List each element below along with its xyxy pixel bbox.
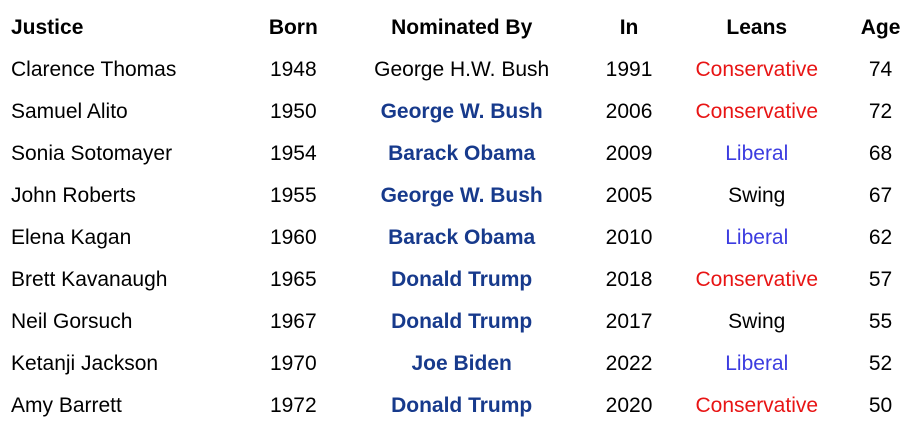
justice-cell: Elena Kagan (11, 226, 132, 249)
in-cell: 2020 (605, 394, 653, 417)
table-row: Brett Kavanaugh 1965 Donald Trump 2018 Conse… (0, 259, 920, 301)
leans-cell: Liberal (725, 226, 789, 249)
header-age: Age (860, 16, 901, 39)
born-cell: 1972 (269, 394, 317, 417)
justice-cell: Neil Gorsuch (11, 310, 133, 333)
nominated-by-cell: George W. Bush (380, 100, 543, 123)
leans-cell: Liberal (725, 142, 789, 165)
table-row: Amy Barrett 1972 Donald Trump 2020 Conservat… (0, 385, 920, 427)
header-leans: Leans (726, 16, 788, 39)
born-cell: 1965 (269, 268, 317, 291)
in-cell: 2022 (605, 352, 653, 375)
header-justice: Justice (11, 16, 84, 39)
nominated-by-cell: Barack Obama (388, 142, 536, 165)
table-row: Ketanji Jackson 1970 Joe Biden 2022 Liberal 5… (0, 343, 920, 385)
justice-cell: Amy Barrett (11, 394, 122, 417)
nominated-by-cell: Donald Trump (391, 268, 533, 291)
age-cell: 74 (868, 58, 893, 81)
leans-cell: Conservative (695, 100, 819, 123)
justice-cell: Clarence Thomas (11, 58, 177, 81)
leans-cell: Liberal (725, 352, 789, 375)
in-cell: 2018 (605, 268, 653, 291)
table-row: Clarence Thomas 1948 George H.W. Bush 1991 C… (0, 49, 920, 91)
born-cell: 1967 (269, 310, 317, 333)
in-cell: 2005 (605, 184, 653, 207)
leans-cell: Conservative (695, 394, 819, 417)
nominated-by-cell: Barack Obama (388, 226, 536, 249)
born-cell: 1948 (269, 58, 317, 81)
nominated-by-cell: George W. Bush (380, 184, 543, 207)
age-cell: 68 (868, 142, 893, 165)
born-cell: 1955 (269, 184, 317, 207)
leans-cell: Swing (728, 310, 786, 333)
justice-cell: John Roberts (11, 184, 136, 207)
leans-cell: Swing (728, 184, 786, 207)
table-row: Samuel Alito 1950 George W. Bush 2006 Conser… (0, 91, 920, 133)
born-cell: 1960 (269, 226, 317, 249)
age-cell: 57 (868, 268, 893, 291)
born-cell: 1954 (269, 142, 317, 165)
header-nominated-by: Nominated By (391, 16, 533, 39)
justice-cell: Samuel Alito (11, 100, 128, 123)
header-in: In (619, 16, 639, 39)
born-cell: 1970 (269, 352, 317, 375)
in-cell: 1991 (605, 58, 653, 81)
leans-cell: Conservative (695, 268, 819, 291)
table-row: Sonia Sotomayer 1954 Barack Obama 2009 Liber… (0, 133, 920, 175)
table-row: Neil Gorsuch 1967 Donald Trump 2017 Swing 55 (0, 301, 920, 343)
age-cell: 52 (868, 352, 893, 375)
in-cell: 2017 (605, 310, 653, 333)
born-cell: 1950 (269, 100, 317, 123)
justices-table: Justice Born Nominated By In Leans Age C… (0, 7, 920, 427)
header-row: Justice Born Nominated By In Leans Age (0, 7, 920, 49)
nominated-by-cell: Donald Trump (391, 310, 533, 333)
age-cell: 62 (868, 226, 893, 249)
justice-cell: Sonia Sotomayer (11, 142, 173, 165)
header-born: Born (268, 16, 318, 39)
nominated-by-cell: Joe Biden (411, 352, 512, 375)
leans-cell: Conservative (695, 58, 819, 81)
nominated-by-cell: George H.W. Bush (374, 58, 550, 81)
in-cell: 2009 (605, 142, 653, 165)
justice-cell: Ketanji Jackson (11, 352, 159, 375)
age-cell: 67 (868, 184, 893, 207)
table-row: John Roberts 1955 George W. Bush 2005 Swing 6… (0, 175, 920, 217)
in-cell: 2010 (605, 226, 653, 249)
age-cell: 72 (868, 100, 893, 123)
in-cell: 2006 (605, 100, 653, 123)
justice-cell: Brett Kavanaugh (11, 268, 168, 291)
table-row: Elena Kagan 1960 Barack Obama 2010 Liberal 62 (0, 217, 920, 259)
nominated-by-cell: Donald Trump (391, 394, 533, 417)
age-cell: 50 (868, 394, 893, 417)
age-cell: 55 (868, 310, 893, 333)
